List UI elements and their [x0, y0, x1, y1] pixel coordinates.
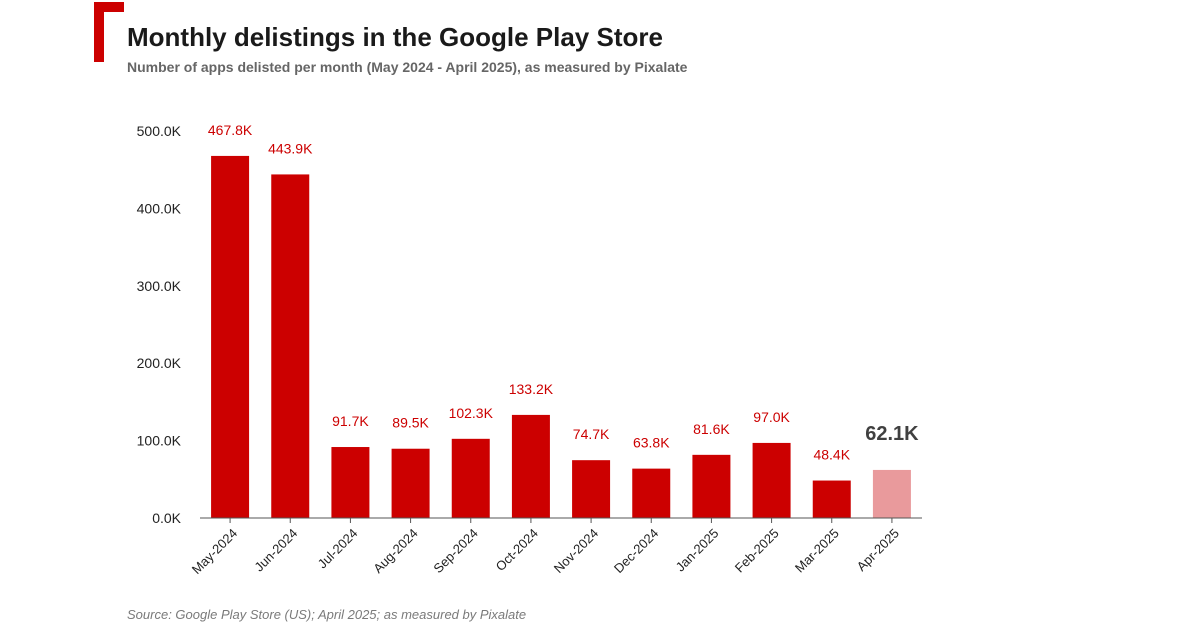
- x-tick-label: Jun-2024: [251, 526, 300, 575]
- bars: [211, 155, 911, 519]
- bar: [451, 438, 490, 518]
- bar: [511, 414, 550, 518]
- y-tick-label: 500.0K: [137, 123, 182, 139]
- value-label: 443.9K: [268, 140, 313, 156]
- value-label: 62.1K: [865, 423, 919, 445]
- bar: [211, 155, 250, 519]
- x-tick-label: Jul-2024: [315, 526, 361, 572]
- value-label: 48.4K: [813, 447, 850, 463]
- y-tick-label: 0.0K: [152, 510, 181, 526]
- x-tick-label: May-2024: [189, 526, 240, 577]
- value-label: 102.3K: [449, 405, 494, 421]
- chart-title: Monthly delistings in the Google Play St…: [127, 22, 663, 52]
- bar: [331, 447, 370, 518]
- brand-corner-shape: [94, 2, 124, 62]
- bar: [872, 469, 911, 518]
- x-tick-label: Nov-2024: [551, 526, 601, 576]
- bar: [812, 480, 851, 518]
- x-tick-label: Dec-2024: [611, 526, 661, 576]
- y-tick-label: 200.0K: [137, 355, 182, 371]
- x-tick-label: Oct-2024: [493, 526, 541, 574]
- value-label: 97.0K: [753, 409, 790, 425]
- value-label: 81.6K: [693, 421, 730, 437]
- x-tick-label: Mar-2025: [792, 526, 842, 576]
- value-label: 91.7K: [332, 413, 369, 429]
- y-tick-label: 100.0K: [137, 433, 182, 449]
- bar: [632, 468, 671, 518]
- value-label: 133.2K: [509, 381, 554, 397]
- value-labels: 467.8K 443.9K 91.7K 89.5K 102.3K 133.2K 74.7K 6…: [208, 122, 919, 463]
- chart-subtitle: Number of apps delisted per month (May 2…: [127, 59, 688, 75]
- bar: [752, 442, 791, 518]
- value-label: 74.7K: [573, 426, 610, 442]
- bar: [692, 454, 731, 518]
- source-note: Source: Google Play Store (US); April 20…: [127, 607, 527, 622]
- value-label: 467.8K: [208, 122, 253, 138]
- x-tick-label: Sep-2024: [430, 526, 480, 576]
- value-label: 89.5K: [392, 415, 429, 431]
- x-tick-label: Aug-2024: [370, 526, 420, 576]
- y-tick-label: 300.0K: [137, 278, 182, 294]
- y-axis: 0.0K 100.0K 200.0K 300.0K 400.0K 500.0K: [137, 123, 182, 526]
- brand-corner-mark: [94, 2, 124, 62]
- value-label: 63.8K: [633, 435, 670, 451]
- x-tick-label: Apr-2025: [854, 526, 902, 574]
- x-tick-label: Jan-2025: [673, 526, 722, 575]
- bar: [391, 448, 430, 518]
- bar: [572, 460, 611, 518]
- x-axis: May-2024 Jun-2024 Jul-2024 Aug-2024 Sep-2024…: [189, 517, 922, 577]
- y-tick-label: 400.0K: [137, 200, 182, 216]
- x-tick-label: Feb-2025: [732, 526, 782, 576]
- bar: [271, 174, 310, 519]
